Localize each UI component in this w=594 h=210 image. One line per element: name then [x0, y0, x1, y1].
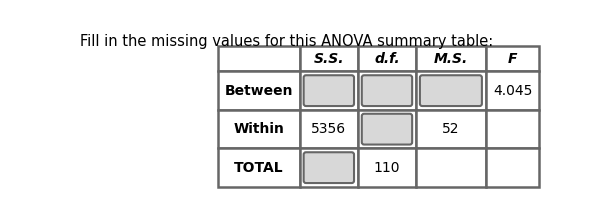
Text: 110: 110 [374, 161, 400, 175]
Text: Between: Between [225, 84, 293, 98]
Text: M.S.: M.S. [434, 52, 468, 66]
Bar [416, 71, 486, 110]
Bar [219, 46, 300, 71]
FancyBboxPatch shape [304, 152, 354, 183]
Bar [416, 110, 486, 148]
Bar [300, 148, 358, 187]
Bar [358, 148, 416, 187]
Bar [416, 46, 486, 71]
Bar [416, 148, 486, 187]
Text: 5356: 5356 [311, 122, 346, 136]
Bar [486, 148, 539, 187]
FancyBboxPatch shape [304, 75, 354, 106]
Text: S.S.: S.S. [314, 52, 344, 66]
Bar [358, 46, 416, 71]
FancyBboxPatch shape [420, 75, 482, 106]
Bar [486, 46, 539, 71]
Bar [358, 110, 416, 148]
Text: Fill in the missing values for this ANOVA summary table:: Fill in the missing values for this ANOV… [80, 34, 494, 49]
Bar [219, 71, 300, 110]
FancyBboxPatch shape [362, 75, 412, 106]
Bar [219, 148, 300, 187]
Bar [486, 110, 539, 148]
Text: 4.045: 4.045 [493, 84, 532, 98]
Bar [300, 110, 358, 148]
Text: TOTAL: TOTAL [234, 161, 284, 175]
Text: Within: Within [233, 122, 285, 136]
Bar [300, 46, 358, 71]
Text: F: F [508, 52, 517, 66]
Text: d.f.: d.f. [374, 52, 400, 66]
FancyBboxPatch shape [362, 114, 412, 144]
Bar [486, 71, 539, 110]
Bar [358, 71, 416, 110]
Bar [300, 71, 358, 110]
Text: 52: 52 [442, 122, 460, 136]
Bar [219, 110, 300, 148]
